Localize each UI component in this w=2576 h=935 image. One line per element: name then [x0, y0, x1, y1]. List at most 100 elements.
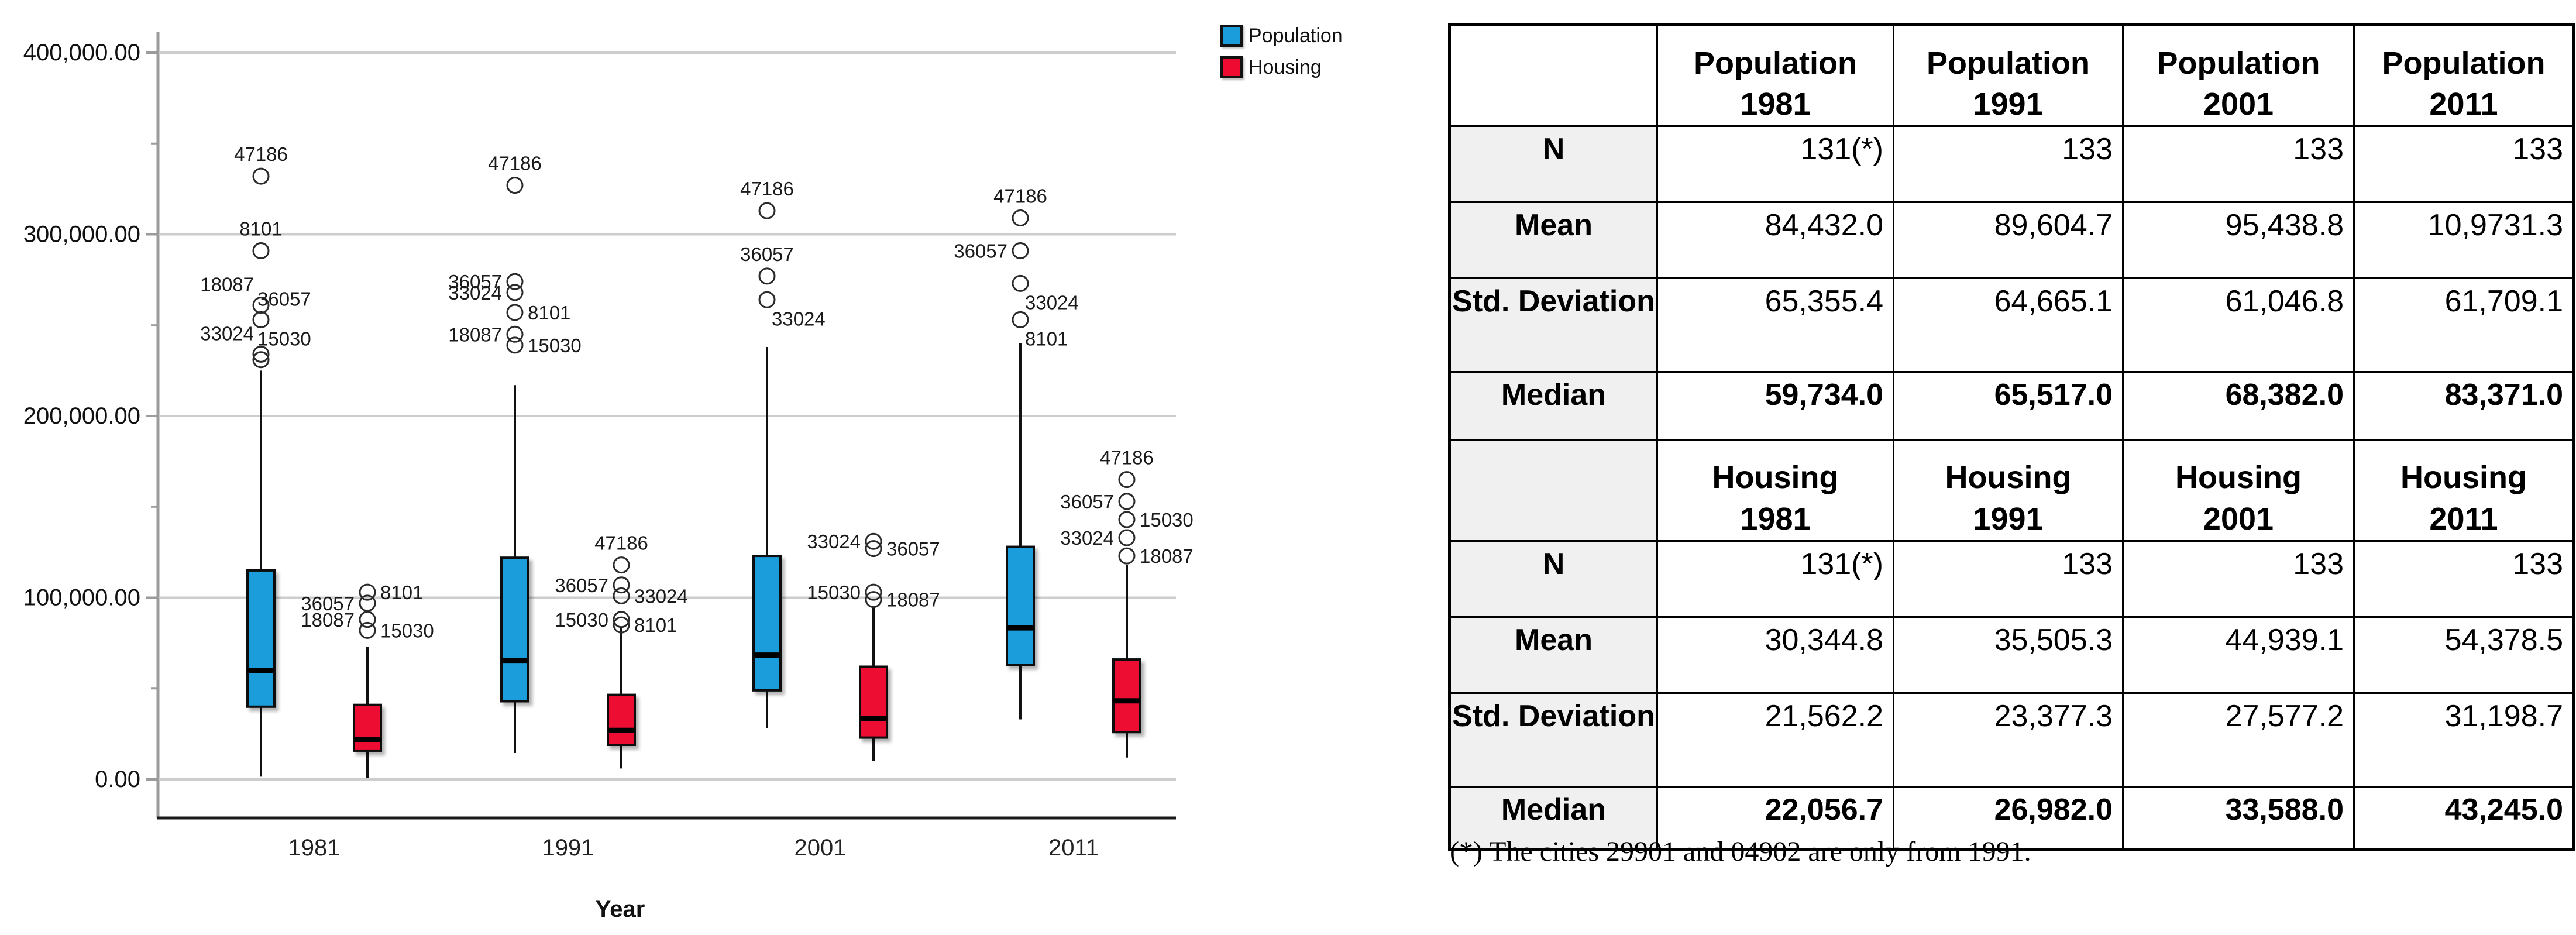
- row-label: Median: [1449, 785, 1658, 851]
- col-header: Housing 2011: [2353, 439, 2575, 542]
- legend-label-housing: Housing: [1249, 56, 1322, 78]
- table-cell: 68,382.0: [2122, 371, 2355, 441]
- outlier-label: 36057: [954, 240, 1007, 262]
- col-header: Housing 2001: [2122, 439, 2355, 542]
- y-tick-label: 0.00: [95, 766, 140, 792]
- outlier-circle: [1118, 529, 1136, 546]
- col-header: Housing 1981: [1656, 439, 1894, 542]
- table-cell: 133: [1893, 125, 2124, 204]
- outlier-label: 36057: [257, 288, 311, 310]
- outlier-circle: [506, 284, 524, 301]
- outlier-circle: [865, 591, 882, 609]
- col-header: Population 2011: [2353, 23, 2575, 128]
- table-cell: 10,9731.3: [2353, 201, 2575, 280]
- population-2001-box: [752, 555, 782, 692]
- outlier-circle: [1118, 471, 1136, 489]
- chart-legend: Population Housing: [1220, 20, 1343, 83]
- outlier-label: 8101: [634, 614, 677, 636]
- row-label: Std. Deviation: [1449, 692, 1658, 788]
- housing-swatch-icon: [1220, 56, 1243, 78]
- table-cell: 23,377.3: [1893, 692, 2124, 788]
- outlier-label: 15030: [528, 335, 582, 356]
- outlier-circle: [865, 583, 882, 601]
- outlier-label: 33024: [634, 585, 688, 607]
- housing-1991-box: [607, 693, 636, 747]
- outlier-label: 18087: [200, 274, 254, 295]
- outlier-circle: [1012, 242, 1029, 259]
- outlier-circle: [506, 325, 524, 343]
- outlier-circle: [359, 594, 376, 612]
- boxplot-chart: 0.00 100,000.00 200,000.00 300,000.00 400,00…: [23, 25, 1343, 923]
- outlier-label: 47186: [488, 153, 542, 174]
- table-row: N 131(*) 133 133 133: [1449, 125, 2575, 204]
- table-cell: 83,371.0: [2353, 371, 2575, 441]
- housing-header-row: Housing 1981 Housing 1991 Housing 2001 Hous…: [1449, 439, 2575, 542]
- outlier-circle: [865, 532, 882, 550]
- outlier-circle: [506, 304, 524, 321]
- table-cell: 65,517.0: [1893, 371, 2124, 441]
- table-row: N 131(*) 133 133 133: [1449, 539, 2575, 618]
- outlier-label: 18087: [1140, 545, 1194, 567]
- outlier-label: 33024: [807, 531, 861, 552]
- table-cell: 133: [2122, 539, 2355, 618]
- outlier-label: 15030: [1140, 509, 1194, 531]
- table-cell: 35,505.3: [1893, 616, 2124, 694]
- outlier-label: 33024: [200, 322, 254, 344]
- col-header: Population 1991: [1893, 23, 2124, 128]
- housing-2001-box: [859, 665, 888, 739]
- outlier-label: 18087: [301, 609, 355, 631]
- outlier-circle: [1012, 311, 1029, 328]
- legend-item-population: Population: [1220, 20, 1343, 51]
- x-category-label: 2011: [1048, 835, 1099, 861]
- outlier-circle: [758, 267, 776, 285]
- table-cell: 43,245.0: [2353, 785, 2575, 851]
- outlier-circle: [252, 345, 270, 363]
- outlier-label: 47186: [1100, 447, 1154, 469]
- table-cell: 54,378.5: [2353, 616, 2575, 694]
- table-row: Std. Deviation 65,355.4 64,665.1 61,046.…: [1449, 277, 2575, 373]
- outlier-label: 8101: [380, 582, 423, 603]
- outlier-circle: [613, 611, 630, 628]
- outlier-circle: [613, 556, 630, 574]
- outlier-circle: [506, 336, 524, 354]
- table-cell: 22,056.7: [1656, 785, 1894, 851]
- table-footnote: (*) The cities 29901 and 04902 are only …: [1450, 836, 2031, 867]
- outlier-label: 47186: [594, 532, 648, 554]
- x-category-label: 2001: [795, 835, 847, 861]
- row-label: Mean: [1449, 201, 1658, 280]
- population-1981-box: [246, 569, 276, 708]
- y-tick-label: 200,000.00: [23, 403, 140, 429]
- outlier-label: 8101: [1025, 328, 1068, 349]
- y-tick-label: 400,000.00: [23, 40, 140, 66]
- outlier-label: 15030: [555, 609, 608, 631]
- table-row: Median 22,056.7 26,982.0 33,588.0 43,245…: [1449, 785, 2575, 851]
- y-tick-label: 300,000.00: [23, 222, 140, 248]
- outlier-circle: [613, 616, 630, 634]
- outlier-label: 15030: [380, 620, 434, 641]
- table-cell: 27,577.2: [2122, 692, 2355, 788]
- table-cell: 133: [2353, 539, 2575, 618]
- outlier-circle: [1118, 493, 1136, 510]
- table-cell: 61,046.8: [2122, 277, 2355, 373]
- table-cell: 95,438.8: [2122, 201, 2355, 280]
- x-category-label: 1981: [288, 835, 341, 861]
- outlier-circle: [1118, 511, 1136, 528]
- outlier-label: 47186: [234, 143, 288, 165]
- table-cell: 21,562.2: [1656, 692, 1894, 788]
- y-tick-label: 100,000.00: [23, 585, 140, 611]
- table-cell: 133: [1893, 539, 2124, 618]
- row-label: Std. Deviation: [1449, 277, 1658, 373]
- outlier-label: 36057: [1060, 491, 1114, 513]
- table-cell: 84,432.0: [1656, 201, 1894, 280]
- table-cell: 44,939.1: [2122, 616, 2355, 694]
- table-cell: 30,344.8: [1656, 616, 1894, 694]
- outlier-circle: [1012, 209, 1029, 227]
- outlier-circle: [1012, 274, 1029, 292]
- outlier-label: 8101: [239, 218, 282, 239]
- corner-cell: [1449, 439, 1658, 542]
- table-cell: 26,982.0: [1893, 785, 2124, 851]
- table-row: Median 59,734.0 65,517.0 68,382.0 83,371…: [1449, 371, 2575, 441]
- outlier-circle: [506, 177, 524, 194]
- outlier-label: 47186: [740, 178, 794, 200]
- row-label: N: [1449, 539, 1658, 618]
